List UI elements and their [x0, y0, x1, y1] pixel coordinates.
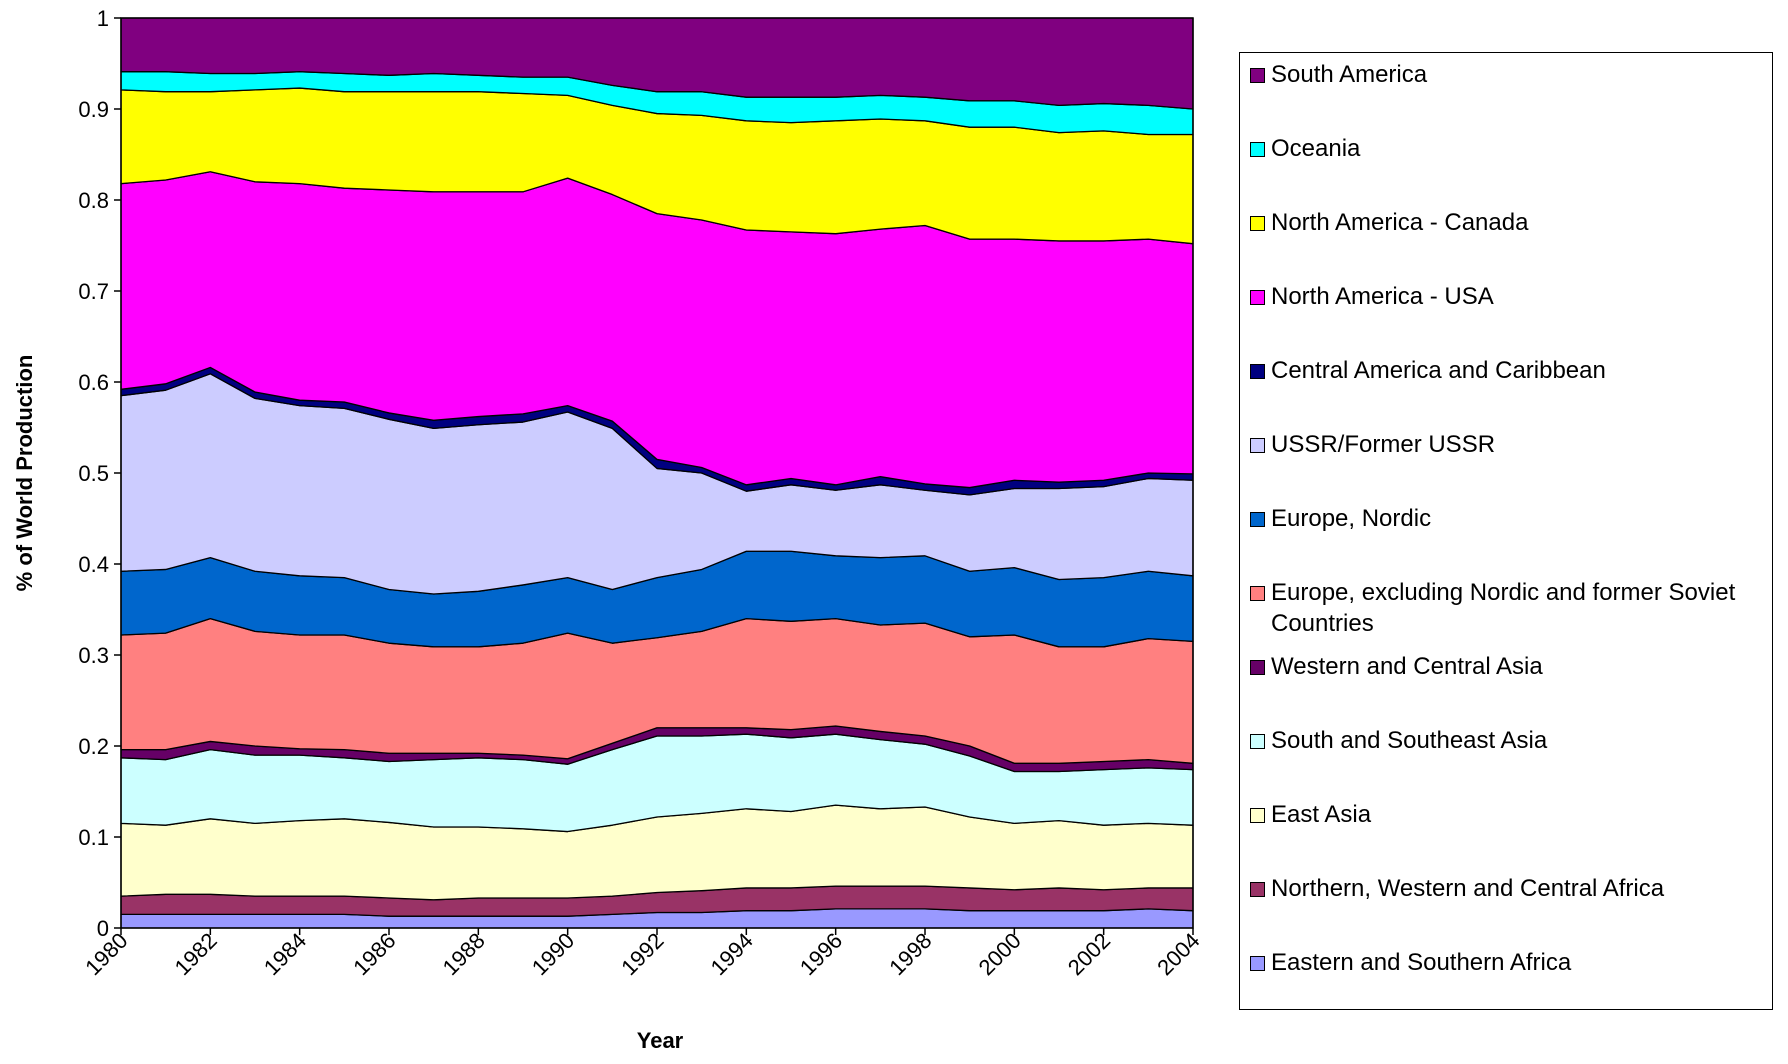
legend-swatch	[1250, 216, 1265, 231]
legend-label: USSR/Former USSR	[1271, 431, 1496, 458]
y-tick-label: 0.2	[78, 734, 109, 759]
legend-item: North America - USA	[1250, 281, 1760, 312]
x-tick-label: 1992	[616, 928, 668, 980]
legend-swatch	[1250, 586, 1265, 601]
y-tick-label: 0.5	[78, 461, 109, 486]
x-axis-title: Year	[637, 1028, 684, 1053]
legend-label: Europe, excluding Nordic and former Sovi…	[1271, 579, 1736, 637]
x-tick-label: 1980	[80, 928, 132, 980]
legend-label: East Asia	[1271, 801, 1372, 828]
legend-label: North America - USA	[1271, 283, 1494, 310]
legend-swatch	[1250, 808, 1265, 823]
legend-swatch	[1250, 882, 1265, 897]
x-tick-label: 2000	[974, 928, 1026, 980]
x-tick-label: 2002	[1063, 928, 1115, 980]
y-tick-label: 0.4	[78, 552, 109, 577]
y-tick-label: 0.6	[78, 370, 109, 395]
legend-swatch	[1250, 512, 1265, 527]
y-tick-label: 0.7	[78, 279, 109, 304]
legend-label: North America - Canada	[1271, 209, 1529, 236]
x-tick-label: 1984	[259, 928, 311, 980]
legend-label: Europe, Nordic	[1271, 505, 1432, 532]
x-tick-label: 1998	[884, 928, 936, 980]
legend-swatch	[1250, 68, 1265, 83]
legend-item: South and Southeast Asia	[1250, 725, 1760, 756]
y-tick-label: 0.8	[78, 188, 109, 213]
legend-item: South America	[1250, 59, 1760, 90]
legend-label: Central America and Caribbean	[1271, 357, 1606, 384]
legend-item: USSR/Former USSR	[1250, 429, 1760, 460]
legend-item: Oceania	[1250, 133, 1760, 164]
legend-label: Northern, Western and Central Africa	[1271, 875, 1665, 902]
x-tick-label: 1986	[348, 928, 400, 980]
y-axis-title: % of World Production	[12, 355, 37, 592]
legend-label: Eastern and Southern Africa	[1271, 949, 1572, 976]
legend: South America Oceania North America - Cana…	[1239, 52, 1773, 1010]
legend-swatch	[1250, 290, 1265, 305]
legend-item: Europe, Nordic	[1250, 503, 1760, 534]
x-tick-label: 1994	[706, 928, 758, 980]
x-tick-label: 1988	[438, 928, 490, 980]
legend-label: South America	[1271, 61, 1428, 88]
legend-item: Central America and Caribbean	[1250, 355, 1760, 386]
x-tick-label: 2004	[1152, 928, 1204, 980]
x-tick-label: 1996	[795, 928, 847, 980]
y-tick-label: 1	[97, 6, 109, 31]
legend-label: Oceania	[1271, 135, 1361, 162]
plot-areas	[120, 17, 1194, 929]
x-tick-label: 1982	[170, 928, 222, 980]
y-tick-label: 0.3	[78, 643, 109, 668]
legend-swatch	[1250, 956, 1265, 971]
legend-label: Western and Central Asia	[1271, 653, 1543, 680]
y-tick-label: 0.9	[78, 97, 109, 122]
legend-swatch	[1250, 364, 1265, 379]
legend-item: Europe, excluding Nordic and former Sovi…	[1250, 577, 1760, 639]
legend-item: North America - Canada	[1250, 207, 1760, 238]
y-tick-label: 0	[97, 916, 109, 941]
legend-swatch	[1250, 734, 1265, 749]
legend-label: South and Southeast Asia	[1271, 727, 1548, 754]
y-tick-label: 0.1	[78, 825, 109, 850]
legend-swatch	[1250, 438, 1265, 453]
legend-swatch	[1250, 142, 1265, 157]
legend-item: East Asia	[1250, 799, 1760, 830]
legend-swatch	[1250, 660, 1265, 675]
legend-item: Western and Central Asia	[1250, 651, 1760, 682]
legend-item: Eastern and Southern Africa	[1250, 947, 1760, 978]
legend-item: Northern, Western and Central Africa	[1250, 873, 1760, 904]
x-tick-label: 1990	[527, 928, 579, 980]
